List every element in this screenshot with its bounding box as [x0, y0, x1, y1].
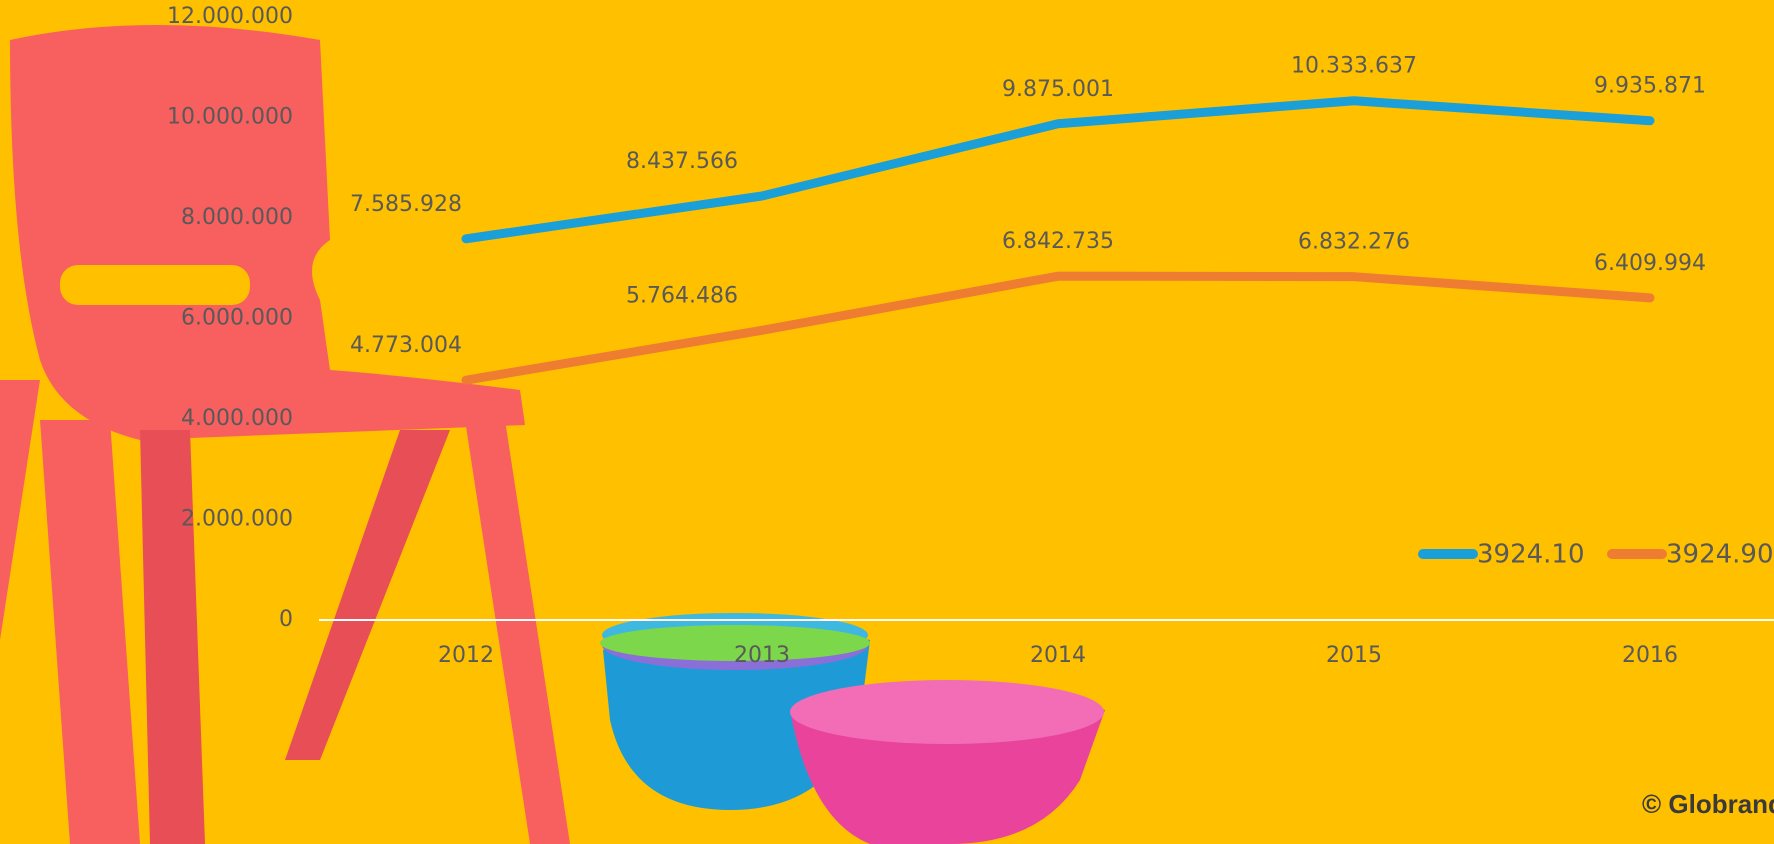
y-tick-label: 10.000.000	[167, 105, 293, 130]
legend-label: 3924.10	[1477, 540, 1585, 570]
data-label: 10.333.637	[1291, 54, 1417, 79]
y-tick-label: 4.000.000	[181, 406, 293, 431]
x-tick-label: 2012	[438, 643, 494, 668]
y-tick-label: 2.000.000	[181, 507, 293, 532]
watermark: © Globrand	[1642, 789, 1774, 819]
y-tick-label: 8.000.000	[181, 205, 293, 230]
x-tick-label: 2014	[1030, 643, 1086, 668]
y-tick-label: 0	[279, 607, 293, 632]
data-label: 6.832.276	[1298, 230, 1410, 255]
data-label: 5.764.486	[626, 283, 738, 308]
x-tick-label: 2015	[1326, 643, 1382, 668]
x-tick-label: 2013	[734, 643, 790, 668]
data-label: 8.437.566	[626, 149, 738, 174]
data-label: 4.773.004	[350, 333, 462, 358]
data-label: 9.935.871	[1594, 74, 1706, 99]
x-tick-label: 2016	[1622, 643, 1678, 668]
data-label: 7.585.928	[350, 192, 462, 217]
y-tick-label: 6.000.000	[181, 306, 293, 331]
data-label: 9.875.001	[1002, 77, 1114, 102]
legend-label: 3924.90	[1666, 540, 1774, 570]
y-tick-label: 12.000.000	[167, 4, 293, 29]
data-label: 6.842.735	[1002, 229, 1114, 254]
chart: © Globrand 0 2.000.000 4.000.000 6.000.000 8…	[0, 0, 1774, 844]
data-label: 6.409.994	[1594, 251, 1706, 276]
